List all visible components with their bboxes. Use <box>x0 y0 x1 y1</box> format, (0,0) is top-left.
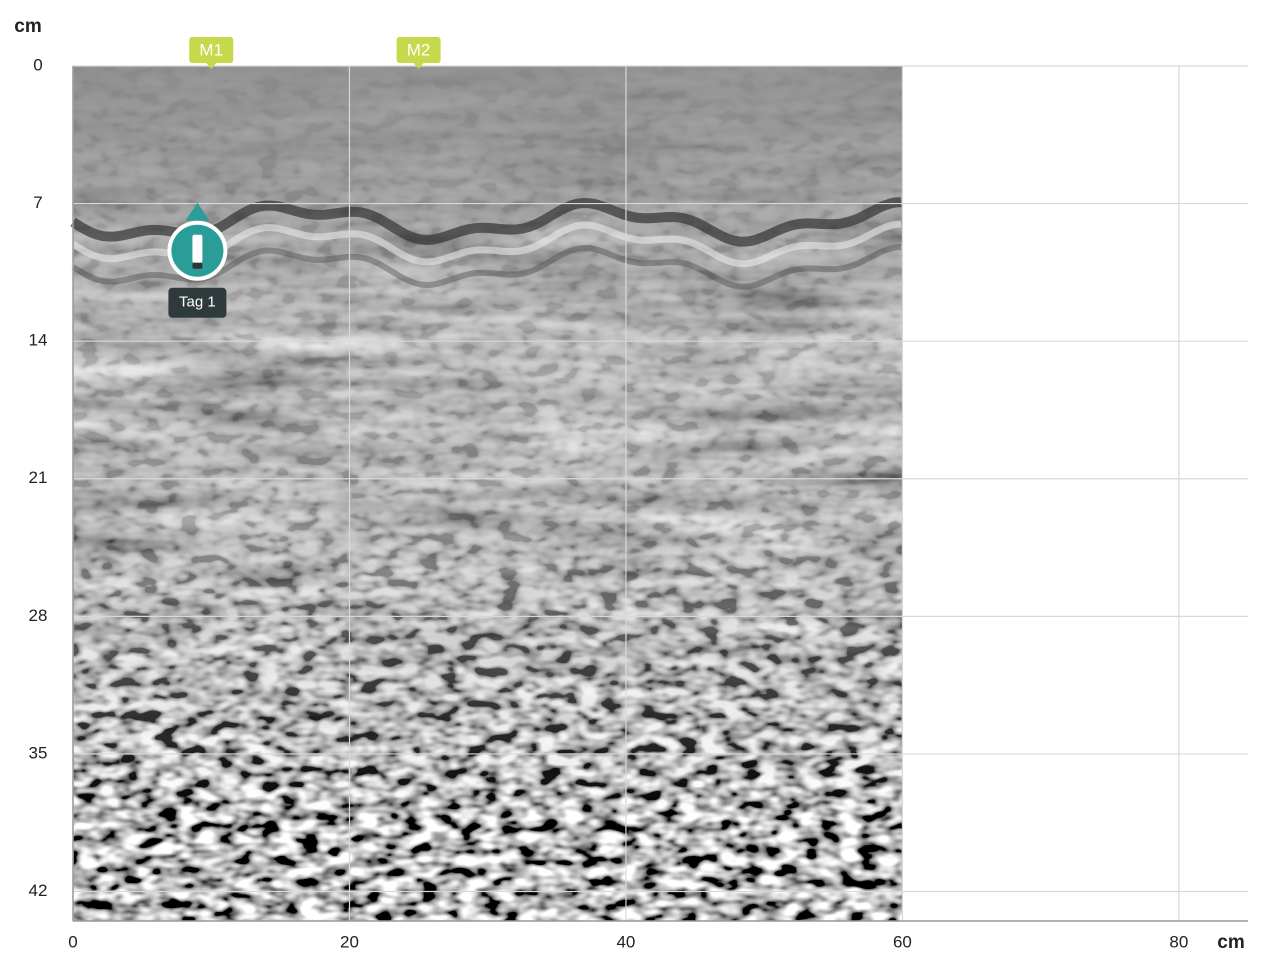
x-tick-label: 80 <box>1169 932 1188 951</box>
y-tick-label: 28 <box>29 606 48 625</box>
x-axis-unit: cm <box>1217 932 1244 953</box>
y-tick-label: 0 <box>33 55 42 74</box>
y-tick-label: 7 <box>33 193 42 212</box>
y-tick-label: 35 <box>29 743 48 762</box>
distance-marker: M2 <box>397 37 441 69</box>
tag-label: Tag 1 <box>179 294 216 311</box>
y-tick-label: 21 <box>29 468 48 487</box>
y-axis-unit: cm <box>14 16 41 37</box>
x-tick-label: 0 <box>68 932 77 951</box>
y-tick-label: 14 <box>29 331 48 350</box>
radargram <box>73 66 902 921</box>
x-tick-label: 40 <box>616 932 635 951</box>
marker-label: M1 <box>199 40 223 59</box>
marker-label: M2 <box>407 40 431 59</box>
chart: cm cm 0 20 40 60 80 0 7 14 21 28 35 42 M1 M2 Tag 1 <box>0 0 1263 958</box>
x-tick-label: 20 <box>340 932 359 951</box>
distance-marker: M1 <box>189 37 233 69</box>
x-tick-label: 60 <box>893 932 912 951</box>
y-tick-label: 42 <box>29 881 48 900</box>
